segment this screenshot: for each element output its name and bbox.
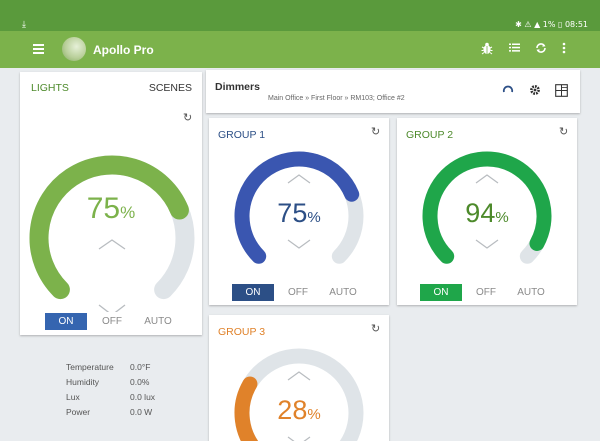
- sensor-readings: Temperature 0.0°F Humidity 0.0% Lux 0.0 …: [66, 362, 155, 422]
- mode-auto-button[interactable]: AUTO: [517, 287, 545, 298]
- menu-icon[interactable]: [33, 44, 44, 54]
- group-mode-row: ON OFF AUTO: [420, 284, 552, 301]
- mode-auto-button[interactable]: AUTO: [329, 287, 357, 298]
- increase-chevron-icon[interactable]: [287, 371, 311, 381]
- tab-scenes[interactable]: SCENES: [148, 82, 192, 94]
- mode-on-button[interactable]: ON: [232, 284, 274, 301]
- app-title: Apollo Pro: [93, 43, 154, 57]
- sensor-row-lux: Lux 0.0 lux: [66, 392, 155, 407]
- mode-on-button[interactable]: ON: [420, 284, 462, 301]
- sensor-value: 0.0°F: [130, 362, 151, 372]
- more-vert-icon[interactable]: [562, 42, 566, 57]
- group-value: 28: [277, 395, 308, 425]
- lights-value: 75: [86, 192, 121, 225]
- group-unit: %: [495, 209, 509, 226]
- status-bar: ⤓ ✱ ⚠ ▲ 1% ▯ 08:51: [0, 0, 600, 31]
- sensor-label: Temperature: [66, 362, 114, 372]
- group-card-1: GROUP 1 ↻ 75% ON OFF AUTO: [209, 118, 389, 305]
- sensor-label: Humidity: [66, 377, 100, 387]
- mode-off-button[interactable]: OFF: [288, 287, 308, 298]
- refresh-icon[interactable]: ↻: [559, 125, 569, 138]
- sensor-value: 0.0 W: [130, 407, 153, 417]
- lights-dial[interactable]: [20, 112, 202, 312]
- dimmers-title: Dimmers: [215, 81, 260, 93]
- group-title: GROUP 2: [406, 129, 454, 141]
- group-value: 94: [465, 198, 496, 228]
- group-card-2: GROUP 2 ↻ 94% ON OFF AUTO: [397, 118, 577, 305]
- sync-icon[interactable]: [535, 42, 547, 57]
- loading-icon[interactable]: [502, 84, 514, 99]
- sensor-row-humidity: Humidity 0.0%: [66, 377, 155, 392]
- group-dial[interactable]: [397, 143, 577, 278]
- lights-unit: %: [120, 203, 136, 222]
- lights-mode-row: ON OFF AUTO: [45, 313, 179, 330]
- gear-icon[interactable]: [529, 84, 541, 99]
- dial-level-arc: [422, 151, 552, 264]
- group-dial[interactable]: [209, 340, 389, 441]
- app-bar: Apollo Pro: [0, 31, 600, 68]
- sensor-value: 0.0%: [130, 377, 150, 387]
- group-card-3: GROUP 3 ↻ 28%: [209, 315, 389, 441]
- dimmers-header: Dimmers Main Office » First Floor » RM10…: [206, 70, 580, 113]
- group-level-readout: 75%: [209, 198, 389, 229]
- group-dial[interactable]: [209, 143, 389, 278]
- download-icon: ⤓: [22, 19, 26, 29]
- increase-chevron-icon[interactable]: [287, 174, 311, 184]
- mode-off-button[interactable]: OFF: [476, 287, 496, 298]
- group-level-readout: 28%: [209, 395, 389, 426]
- app-logo: [62, 37, 86, 61]
- increase-chevron-icon[interactable]: [98, 239, 126, 250]
- dial-level-arc: [234, 376, 259, 441]
- group-mode-row: ON OFF AUTO: [232, 284, 364, 301]
- decrease-chevron-icon[interactable]: [287, 239, 311, 249]
- sensor-label: Lux: [66, 392, 80, 402]
- group-title: GROUP 1: [218, 129, 266, 141]
- decrease-chevron-icon[interactable]: [98, 304, 126, 312]
- decrease-chevron-icon[interactable]: [475, 239, 499, 249]
- tab-lights[interactable]: LIGHTS: [31, 82, 69, 94]
- sensor-row-power: Power 0.0 W: [66, 407, 155, 422]
- group-value: 75: [277, 198, 308, 228]
- sensor-row-temperature: Temperature 0.0°F: [66, 362, 155, 377]
- group-title: GROUP 3: [218, 326, 266, 338]
- group-unit: %: [307, 209, 321, 226]
- sensor-label: Power: [66, 407, 91, 417]
- status-indicators: ✱ ⚠ ▲ 1% ▯ 08:51: [515, 20, 588, 29]
- layout-icon[interactable]: [555, 84, 568, 100]
- list-icon[interactable]: [509, 42, 520, 56]
- bug-icon[interactable]: [481, 42, 493, 58]
- dial-level-arc: [234, 151, 360, 264]
- decrease-chevron-icon[interactable]: [287, 436, 311, 441]
- group-level-readout: 94%: [397, 198, 577, 229]
- lights-level-readout: 75%: [20, 192, 202, 226]
- mode-auto-button[interactable]: AUTO: [144, 316, 172, 327]
- refresh-icon[interactable]: ↻: [371, 125, 381, 138]
- refresh-icon[interactable]: ↻: [183, 111, 193, 124]
- lights-card: LIGHTS SCENES ↻ 75% ON OFF AUTO: [20, 72, 202, 335]
- mode-on-button[interactable]: ON: [45, 313, 87, 330]
- mode-off-button[interactable]: OFF: [102, 316, 122, 327]
- breadcrumb: Main Office » First Floor » RM103; Offic…: [268, 95, 405, 102]
- increase-chevron-icon[interactable]: [475, 174, 499, 184]
- dial-level-arc: [29, 155, 189, 300]
- group-unit: %: [307, 406, 321, 423]
- sensor-value: 0.0 lux: [130, 392, 156, 402]
- refresh-icon[interactable]: ↻: [371, 322, 381, 335]
